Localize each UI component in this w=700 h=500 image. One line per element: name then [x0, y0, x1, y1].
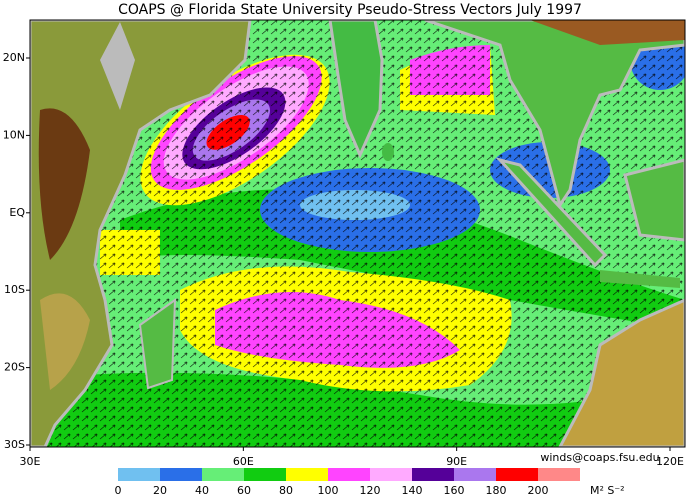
terrain [530, 20, 685, 45]
colorbar-swatch [496, 468, 538, 481]
lat-tick-label: 10N [3, 128, 25, 141]
colorbar-label: 180 [486, 484, 507, 497]
land-asia [424, 20, 685, 209]
colorbar-label: 200 [528, 484, 549, 497]
colorbar-swatch [454, 468, 496, 481]
land-sumatra [495, 157, 608, 268]
colorbar-swatch [286, 468, 328, 481]
terrain [38, 108, 90, 260]
lat-tick-label: 20N [3, 51, 25, 64]
land-india [328, 20, 384, 159]
terrain [40, 293, 90, 390]
land-java [600, 270, 680, 288]
title: COAPS @ Florida State University Pseudo-… [118, 2, 582, 18]
colorbar-swatch [412, 468, 454, 481]
colorbar-label: 160 [444, 484, 465, 497]
lat-tick-label: 30S [4, 438, 25, 451]
lat-tick-label: EQ [9, 206, 25, 219]
colorbar-label: 0 [115, 484, 122, 497]
colorbar-label: 60 [237, 484, 251, 497]
colorbar-swatch [244, 468, 286, 481]
lon-tick-label: 90E [446, 455, 467, 468]
land-borneo [623, 158, 685, 242]
colorbar-label: 120 [360, 484, 381, 497]
map-frame [29, 19, 686, 448]
lat-tick-label: 20S [4, 361, 25, 374]
colorbar-swatch [370, 468, 412, 481]
colorbar-swatch [328, 468, 370, 481]
land-africa-arabia [30, 20, 252, 447]
lat-tick-label: 10S [4, 283, 25, 296]
colorbar-swatch [160, 468, 202, 481]
colorbar-swatch [202, 468, 244, 481]
contact: winds@coaps.fsu.edu [540, 451, 659, 464]
colorbar-swatch [538, 468, 580, 481]
land-srilanka [382, 143, 394, 161]
land-australia [558, 298, 685, 447]
colorbar-label: 40 [195, 484, 209, 497]
lon-tick-label: 30E [20, 455, 41, 468]
colorbar-swatch [118, 468, 160, 481]
colorbar-label: 80 [279, 484, 293, 497]
colorbar-label: 140 [402, 484, 423, 497]
map [30, 20, 685, 447]
land-madagascar [138, 298, 177, 390]
colorbar-label: 20 [153, 484, 167, 497]
colorbar-label: 100 [318, 484, 339, 497]
sea [100, 22, 135, 110]
colorbar-unit: M² S⁻² [590, 484, 625, 497]
lon-tick-label: 120E [656, 455, 684, 468]
lon-tick-label: 60E [233, 455, 254, 468]
